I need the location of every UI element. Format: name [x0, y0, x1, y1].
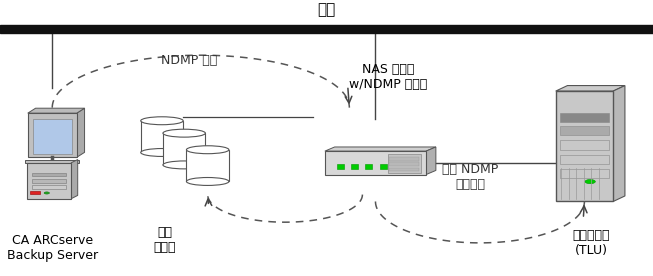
Text: NAS 伺服器
w/NDMP 伺服器: NAS 伺服器 w/NDMP 伺服器 [349, 63, 428, 91]
Polygon shape [325, 147, 436, 151]
Bar [0, 25, 653, 33]
Bar [30, 191, 40, 194]
Bar [560, 113, 609, 122]
Bar [32, 185, 66, 189]
Bar [379, 164, 387, 169]
Bar [27, 113, 77, 157]
Bar [560, 126, 609, 135]
Ellipse shape [44, 192, 50, 194]
Bar [389, 163, 419, 166]
Ellipse shape [585, 179, 596, 184]
Bar [33, 119, 72, 154]
Bar [163, 133, 206, 165]
Bar [560, 155, 609, 164]
Polygon shape [71, 160, 78, 199]
Bar [141, 121, 183, 152]
Polygon shape [556, 86, 625, 91]
Ellipse shape [163, 161, 206, 169]
Bar [388, 154, 421, 173]
Ellipse shape [141, 117, 183, 125]
Bar [560, 140, 609, 150]
Ellipse shape [141, 148, 183, 156]
Text: 資料
磁碟區: 資料 磁碟區 [153, 226, 176, 254]
Bar [337, 164, 344, 169]
Text: CA ARCserve
Backup Server: CA ARCserve Backup Server [7, 234, 98, 262]
Bar [389, 168, 419, 171]
Bar [351, 164, 358, 169]
Ellipse shape [187, 146, 229, 154]
Bar [365, 164, 372, 169]
Bar [560, 169, 609, 178]
Bar [389, 157, 419, 161]
Text: 本機 NDMP
資料路徑: 本機 NDMP 資料路徑 [442, 163, 498, 191]
Bar [556, 91, 613, 201]
Bar [187, 150, 229, 182]
Polygon shape [426, 147, 436, 174]
Bar [325, 151, 426, 174]
Polygon shape [613, 86, 625, 201]
Ellipse shape [187, 177, 229, 185]
Text: 網路: 網路 [317, 2, 336, 17]
Bar [27, 163, 71, 199]
Bar [32, 179, 66, 183]
Bar [32, 172, 66, 176]
Text: NDMP 指令: NDMP 指令 [161, 54, 217, 67]
Polygon shape [27, 108, 85, 113]
Bar [25, 160, 79, 163]
Text: 磁帶櫃單元
(TLU): 磁帶櫃單元 (TLU) [572, 229, 610, 257]
Ellipse shape [163, 129, 206, 137]
Polygon shape [77, 108, 85, 157]
